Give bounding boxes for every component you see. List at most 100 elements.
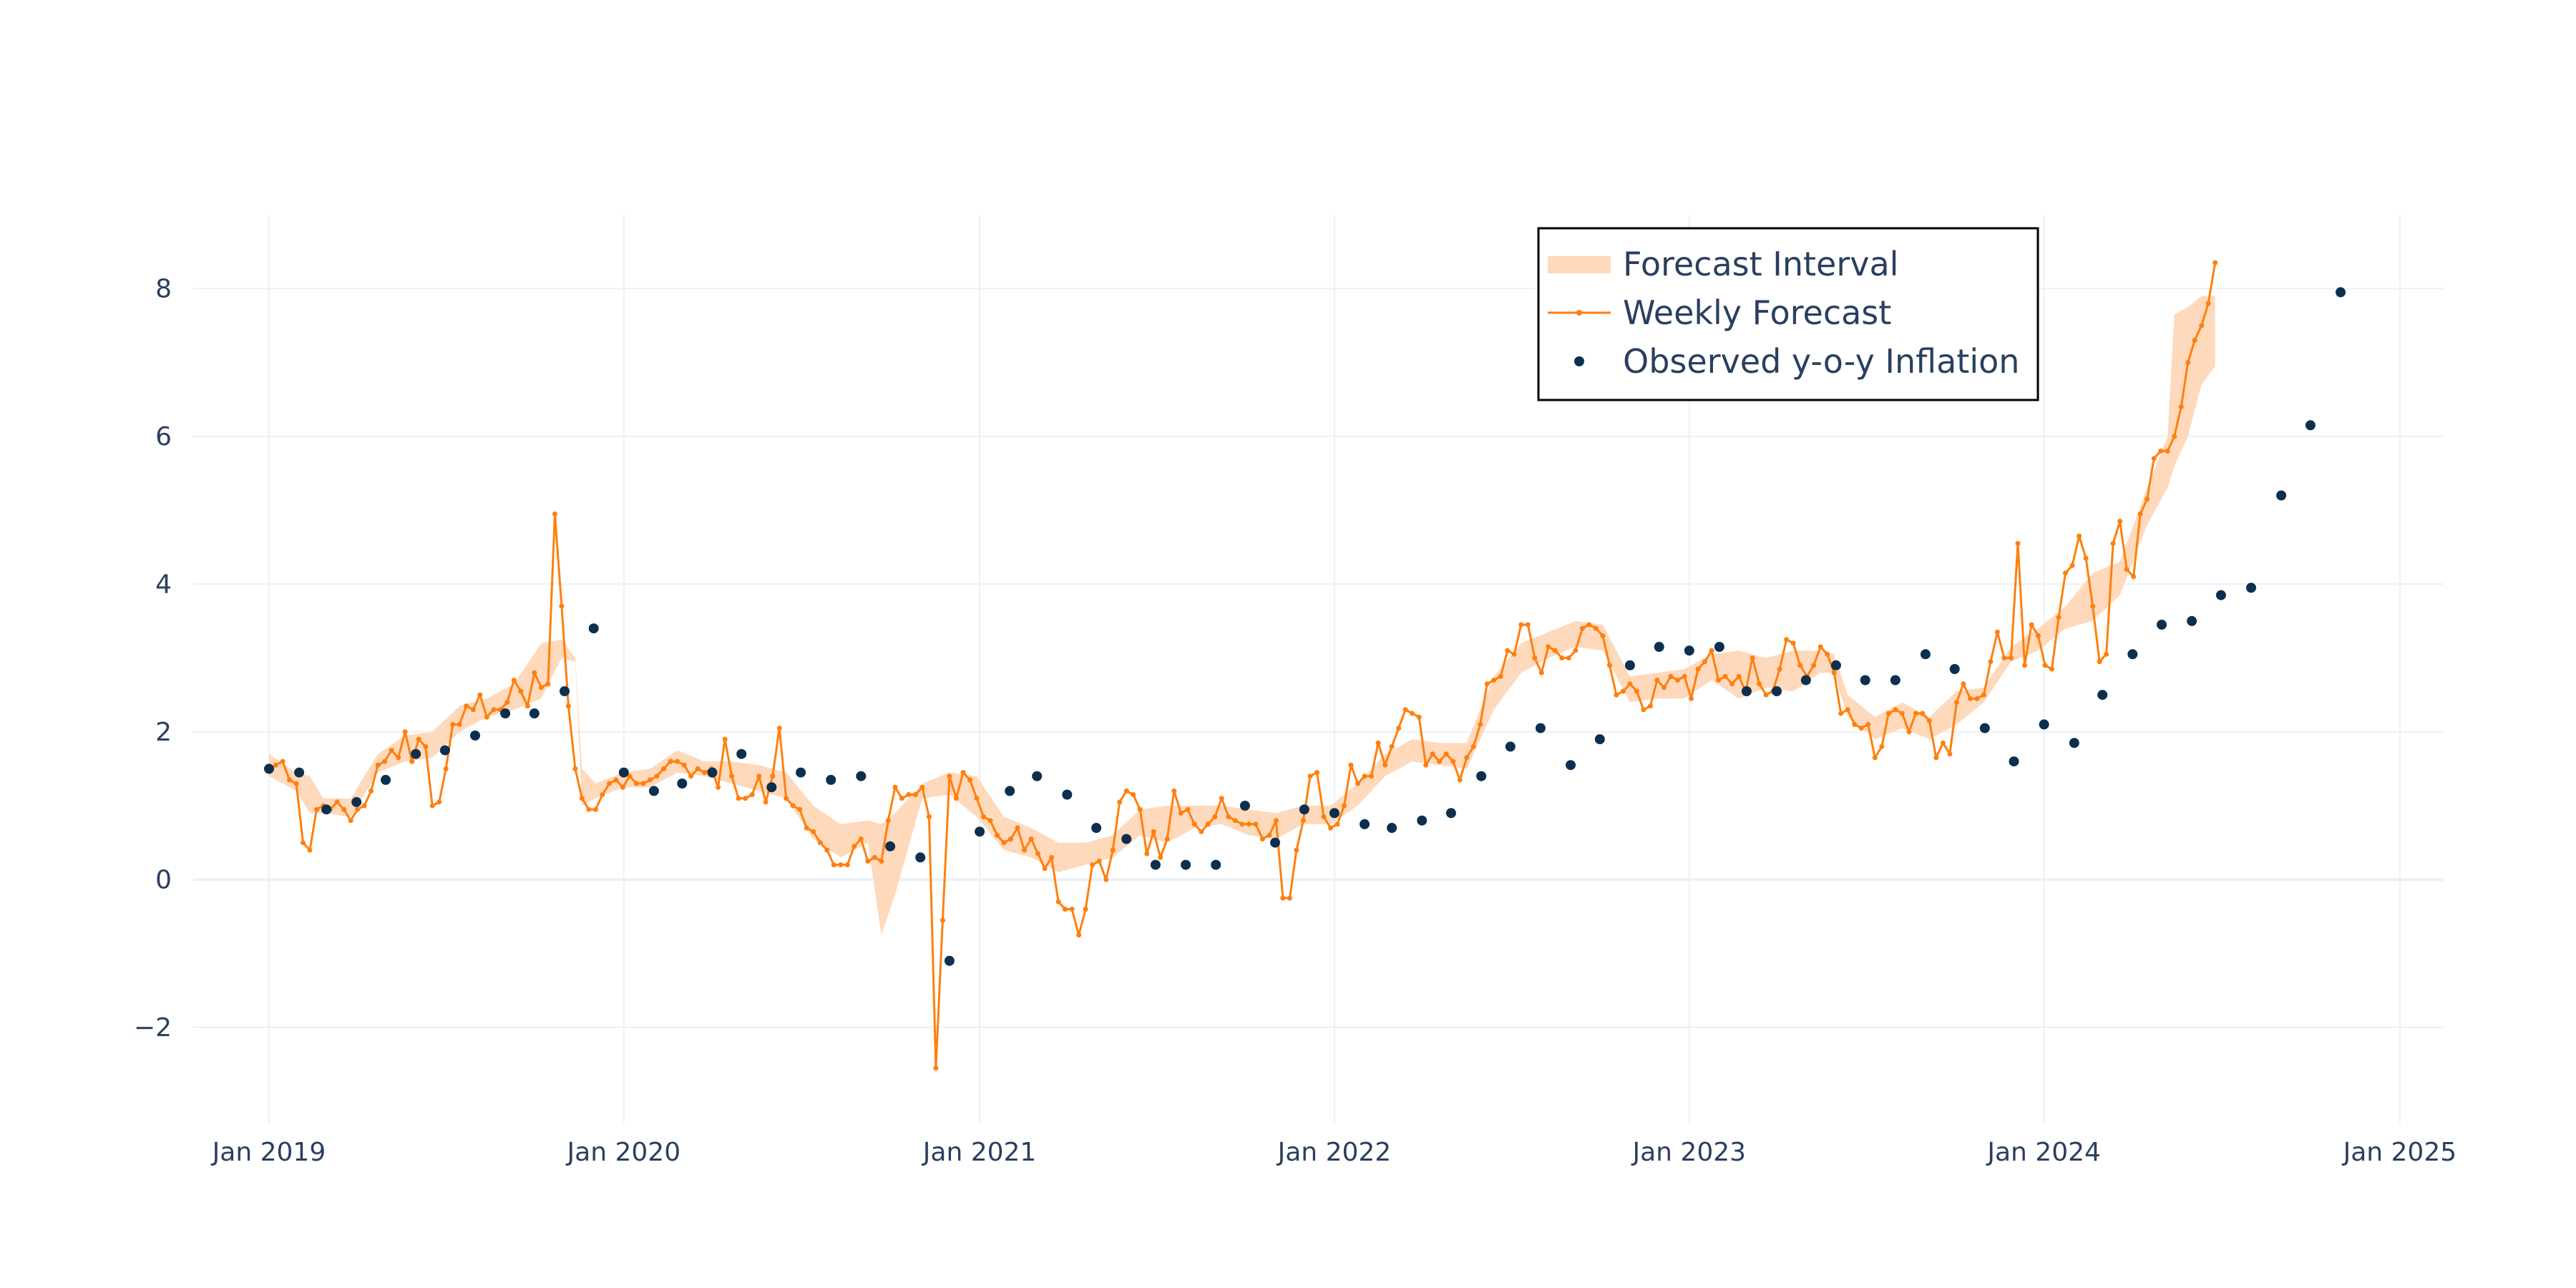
weekly-forecast-point xyxy=(763,799,769,805)
weekly-forecast-point xyxy=(1831,670,1837,675)
observed-inflation-point xyxy=(321,804,332,815)
weekly-forecast-point xyxy=(933,1065,939,1071)
observed-inflation-point xyxy=(470,730,480,741)
weekly-forecast-point xyxy=(491,707,497,713)
observed-inflation-point xyxy=(1890,675,1901,686)
weekly-forecast-point xyxy=(538,685,544,691)
weekly-forecast-point xyxy=(784,796,789,801)
weekly-forecast-point xyxy=(314,806,319,812)
weekly-forecast-point xyxy=(681,762,687,768)
weekly-forecast-point xyxy=(695,766,701,771)
observed-inflation-point xyxy=(766,782,777,793)
weekly-forecast-point xyxy=(1947,751,1953,757)
weekly-forecast-point xyxy=(1083,907,1088,912)
observed-inflation-point xyxy=(1299,804,1309,815)
observed-inflation-point xyxy=(381,774,391,785)
weekly-forecast-point xyxy=(1641,707,1646,713)
y-tick-label: 4 xyxy=(155,570,172,599)
weekly-forecast-point xyxy=(1287,895,1292,901)
weekly-forecast-point xyxy=(824,847,830,853)
forecast-interval-layer xyxy=(269,296,2215,935)
weekly-forecast-point xyxy=(600,792,605,797)
weekly-forecast-point xyxy=(2036,633,2041,638)
legend[interactable]: Forecast Interval Weekly Forecast Observ… xyxy=(1537,227,2039,401)
weekly-forecast-point xyxy=(592,806,598,812)
weekly-forecast-point xyxy=(2145,497,2150,502)
weekly-forecast-point xyxy=(1470,743,1476,749)
weekly-forecast-point xyxy=(1525,622,1531,628)
y-tick-label: 6 xyxy=(155,422,172,452)
weekly-forecast-point xyxy=(1028,836,1034,841)
observed-inflation-point xyxy=(796,767,806,778)
weekly-forecast-point xyxy=(797,806,803,812)
weekly-forecast-point xyxy=(1988,659,1994,665)
weekly-forecast-point xyxy=(1164,836,1170,841)
weekly-forecast-point xyxy=(844,862,850,868)
forecast-interval-band xyxy=(269,296,2215,935)
x-tick-label: Jan 2019 xyxy=(211,1138,326,1167)
weekly-forecast-point xyxy=(1750,655,1755,660)
weekly-forecast-point xyxy=(484,714,489,720)
weekly-forecast-point xyxy=(607,781,612,786)
weekly-forecast-point xyxy=(1300,818,1306,824)
weekly-forecast-point xyxy=(1008,836,1013,841)
weekly-forecast-point xyxy=(1736,673,1742,679)
weekly-forecast-point xyxy=(1123,788,1129,794)
weekly-forecast-point xyxy=(2212,260,2218,265)
observed-inflation-point xyxy=(648,786,659,796)
axis-labels-layer: −2 0 2 4 6 8 Jan 2019 Jan 2020 Jan 2021 Jan 2022 J… xyxy=(134,274,2457,1167)
weekly-forecast-point xyxy=(1226,814,1231,819)
weekly-forecast-point xyxy=(1845,707,1850,713)
weekly-forecast-point xyxy=(640,781,646,786)
weekly-forecast-point xyxy=(1171,788,1177,794)
weekly-forecast-point xyxy=(1722,673,1728,679)
observed-inflation-point xyxy=(1654,642,1664,652)
observed-inflation-point xyxy=(1800,675,1811,686)
weekly-forecast-point xyxy=(565,703,571,709)
weekly-forecast-point xyxy=(953,796,959,801)
weekly-forecast-point xyxy=(355,806,361,812)
weekly-forecast-point xyxy=(1158,854,1163,860)
weekly-forecast-point xyxy=(987,818,993,824)
weekly-forecast-point xyxy=(1049,854,1055,860)
weekly-forecast-point xyxy=(743,796,748,801)
weekly-forecast-point xyxy=(2097,659,2102,665)
weekly-forecast-point xyxy=(1647,703,1653,709)
y-tick-label: 8 xyxy=(155,274,172,303)
weekly-forecast-point xyxy=(1342,803,1347,809)
weekly-forecast-point xyxy=(688,774,694,779)
observed-inflation-point xyxy=(1062,789,1073,800)
weekly-forecast-point xyxy=(1961,681,1966,687)
weekly-forecast-point xyxy=(579,796,585,801)
weekly-forecast-point xyxy=(1913,711,1918,716)
weekly-forecast-point xyxy=(1532,655,1538,660)
weekly-forecast-point xyxy=(1096,859,1102,864)
weekly-forecast-point xyxy=(770,774,776,779)
observed-inflation-point xyxy=(2097,690,2108,701)
weekly-forecast-point xyxy=(1811,663,1817,668)
weekly-forecast-point xyxy=(2158,448,2164,454)
weekly-forecast-point xyxy=(396,755,401,761)
observed-inflation-point xyxy=(1979,723,1990,733)
weekly-forecast-point xyxy=(1484,681,1490,687)
weekly-forecast-point xyxy=(1416,714,1422,720)
weekly-forecast-point xyxy=(940,917,945,923)
observed-inflation-point xyxy=(294,767,305,778)
weekly-forecast-point xyxy=(1321,814,1327,819)
observed-inflation-point xyxy=(439,745,450,756)
legend-label-weekly-forecast: Weekly Forecast xyxy=(1623,293,1891,332)
weekly-forecast-point xyxy=(2029,622,2034,628)
observed-inflation-point xyxy=(1535,723,1546,733)
weekly-forecast-point xyxy=(926,814,932,819)
observed-inflation-point xyxy=(677,779,688,789)
weekly-forecast-point xyxy=(1055,899,1061,904)
weekly-forecast-point xyxy=(2090,603,2096,609)
weekly-forecast-point xyxy=(1402,707,1408,713)
weekly-forecast-point xyxy=(831,862,836,868)
weekly-forecast-point xyxy=(361,803,367,809)
weekly-forecast-point xyxy=(1627,681,1633,687)
observed-inflation-point xyxy=(1949,664,1960,674)
weekly-forecast-point xyxy=(423,743,429,749)
weekly-forecast-point xyxy=(1872,755,1878,761)
